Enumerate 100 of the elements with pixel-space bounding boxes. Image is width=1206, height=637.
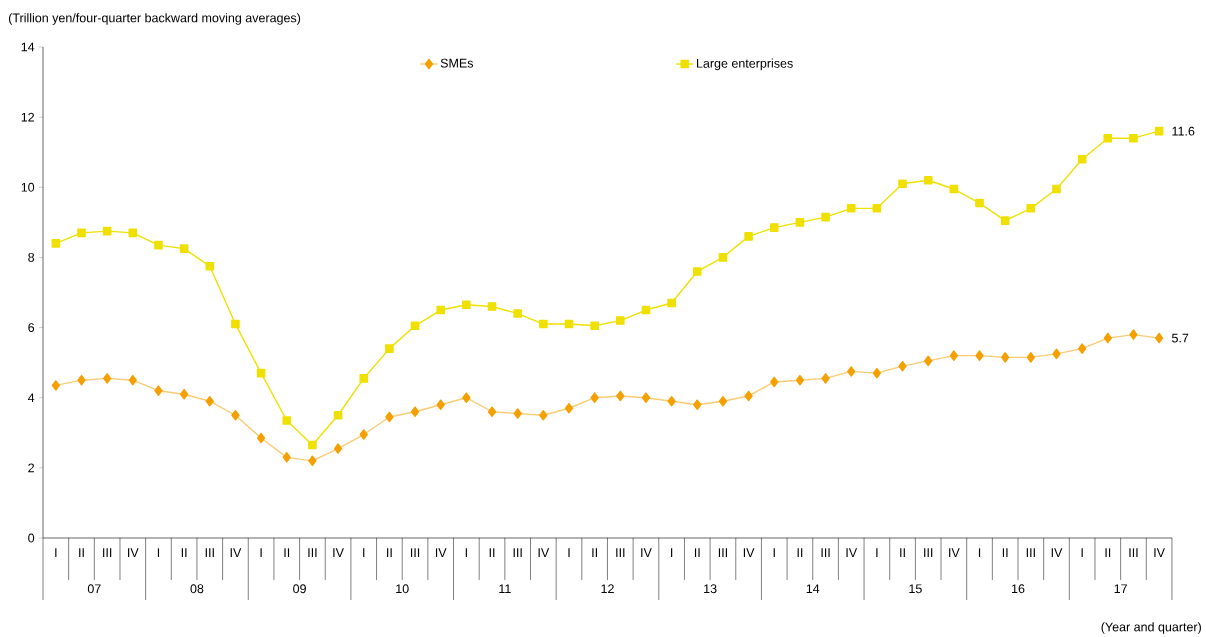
- y-tick-label: 4: [27, 393, 35, 403]
- y-tick-label: 0: [28, 533, 35, 543]
- point: [667, 298, 676, 308]
- point: [436, 399, 445, 411]
- point: [795, 218, 805, 227]
- x-tick-label: I: [260, 548, 262, 557]
- point: [616, 390, 625, 402]
- point: [359, 429, 368, 440]
- point: [205, 261, 215, 271]
- x-tick-label: III: [205, 548, 214, 557]
- legend-label: Large enterprises: [697, 58, 793, 71]
- y-tick-label: 12: [21, 112, 34, 122]
- y-tick-label: 10: [21, 182, 35, 192]
- point: [1026, 352, 1035, 363]
- point: [692, 267, 702, 276]
- text: 10: [396, 584, 409, 594]
- point: [667, 395, 676, 407]
- point: [436, 305, 445, 315]
- point: [641, 392, 651, 404]
- x-tick-label: IV: [128, 548, 139, 557]
- point: [385, 344, 394, 353]
- point: [821, 373, 830, 384]
- point: [333, 443, 343, 454]
- point: [744, 390, 753, 402]
- x-tick-label: II: [592, 548, 597, 557]
- point: [975, 350, 984, 361]
- data-label: 11.6: [1172, 126, 1195, 136]
- x-tick-label: IV: [1051, 548, 1063, 557]
- point: [308, 440, 317, 450]
- text: 11: [499, 584, 511, 593]
- text: 07: [87, 584, 101, 594]
- point: [462, 300, 471, 310]
- x-tick-label: I: [465, 548, 467, 557]
- x-tick-label: III: [1129, 548, 1138, 557]
- point: [1052, 348, 1061, 360]
- x-tick-label: IV: [641, 548, 652, 557]
- x-tick-label: IV: [230, 548, 242, 557]
- point: [847, 366, 856, 377]
- x-tick-label: III: [103, 548, 112, 557]
- x-tick-label: III: [924, 548, 933, 557]
- point: [846, 204, 856, 213]
- y-tick-label: 6: [28, 323, 35, 332]
- x-tick-label: II: [489, 548, 495, 557]
- point: [949, 350, 959, 361]
- point: [282, 416, 292, 425]
- point: [1129, 329, 1138, 340]
- text: 13: [704, 584, 717, 594]
- x-tick-label: II: [79, 548, 84, 557]
- point: [333, 410, 343, 420]
- point: [128, 374, 137, 386]
- point: [103, 373, 112, 384]
- point: [795, 374, 805, 386]
- point: [256, 432, 266, 444]
- x-tick-label: I: [568, 548, 570, 557]
- point: [769, 223, 779, 232]
- x-tick-label: III: [616, 548, 625, 557]
- point: [1078, 343, 1087, 354]
- point: [590, 321, 599, 331]
- x-tick-label: II: [797, 548, 803, 557]
- point: [975, 198, 984, 208]
- point: [1001, 352, 1010, 363]
- x-tick-label: III: [308, 548, 317, 557]
- point: [539, 409, 548, 421]
- x-tick-label: IV: [743, 548, 755, 557]
- point: [513, 309, 522, 318]
- text: 17: [1114, 584, 1127, 593]
- point: [487, 406, 497, 418]
- x-tick-label: II: [1002, 548, 1008, 557]
- text: 08: [190, 584, 204, 594]
- point: [308, 455, 317, 467]
- x-tick-label: III: [513, 548, 522, 557]
- x-tick-label: II: [284, 548, 290, 557]
- x-tick-label: IV: [846, 548, 858, 557]
- point: [179, 388, 189, 400]
- point: [1129, 133, 1138, 143]
- point: [770, 376, 779, 388]
- x-tick-label: II: [181, 548, 187, 557]
- x-tick-label: I: [773, 548, 775, 557]
- text: 16: [1012, 584, 1025, 594]
- point: [205, 395, 214, 407]
- x-tick-label: IV: [949, 548, 960, 557]
- point: [923, 175, 933, 185]
- point: [872, 204, 882, 213]
- text: 09: [293, 584, 306, 594]
- legend-label: SMEs: [440, 58, 474, 68]
- point: [77, 374, 86, 386]
- x-tick-label: I: [1081, 548, 1083, 557]
- point: [282, 452, 291, 463]
- point: [51, 239, 61, 248]
- point: [1052, 184, 1061, 194]
- x-tick-label: II: [1105, 548, 1111, 557]
- point: [231, 319, 240, 329]
- point: [77, 228, 86, 238]
- point: [590, 392, 599, 404]
- point: [1077, 154, 1087, 164]
- x-tick-label: IV: [538, 548, 550, 557]
- point: [744, 232, 753, 241]
- x-tick-label: IV: [333, 548, 344, 557]
- point: [154, 385, 163, 396]
- data-label: 5.7: [1171, 333, 1189, 343]
